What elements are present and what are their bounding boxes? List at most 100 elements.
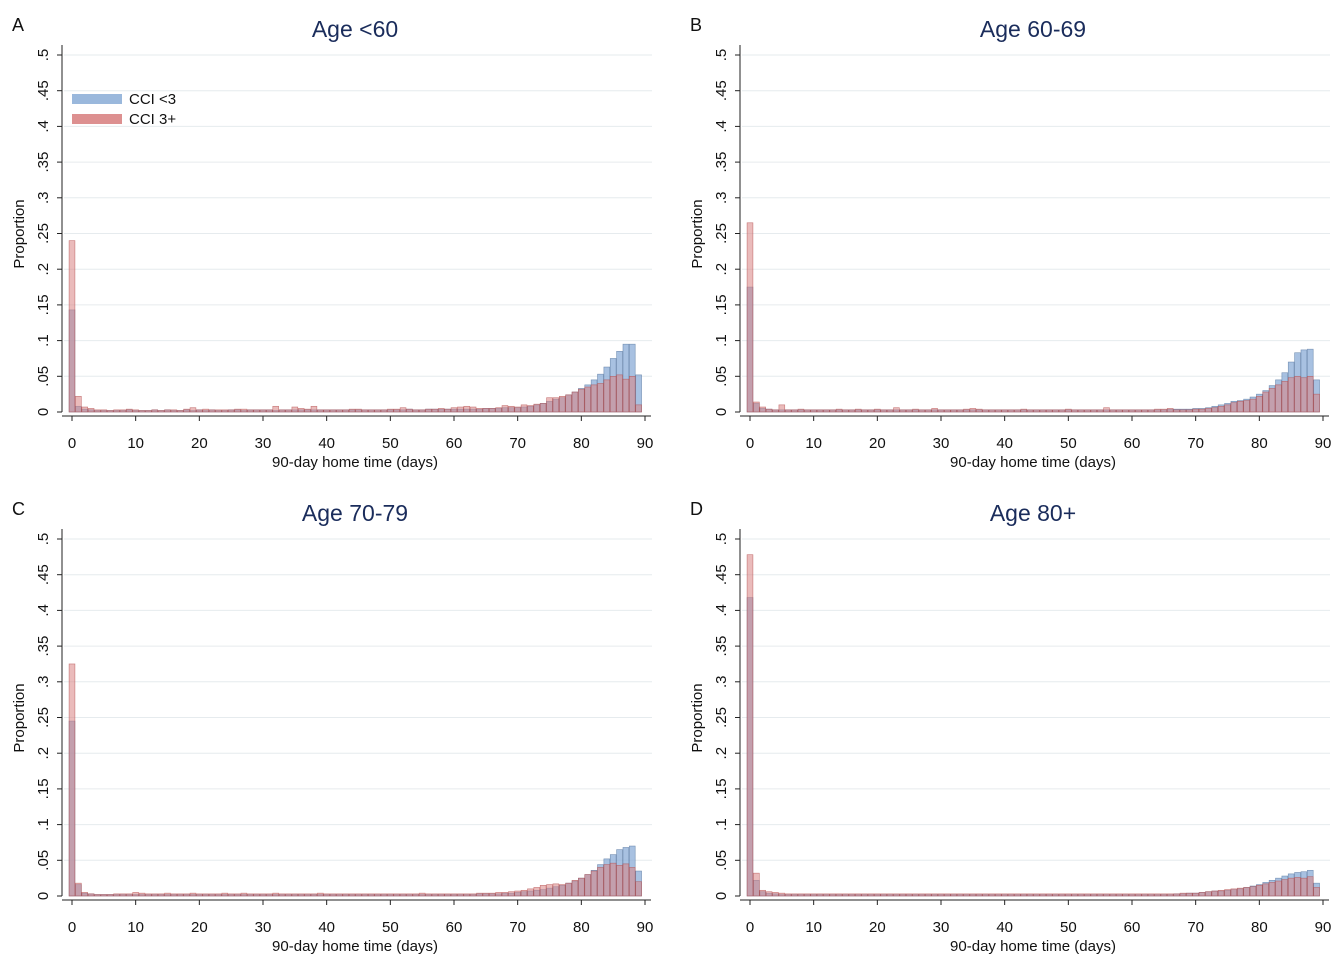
bar-cci-3plus xyxy=(1186,409,1193,413)
bar-cci-3plus xyxy=(893,407,900,413)
bar-cci-3plus xyxy=(1205,408,1212,413)
bar-cci-3plus xyxy=(1211,890,1218,897)
bar-cci-3plus xyxy=(208,409,216,413)
bar-cci-3plus xyxy=(1084,409,1091,413)
x-tick-label: 80 xyxy=(1251,435,1268,452)
y-tick-label: .45 xyxy=(35,80,52,101)
y-tick-label: .5 xyxy=(713,533,730,546)
y-tick-label: .4 xyxy=(713,604,730,617)
bar-cci-3plus xyxy=(609,862,617,897)
bar-cci-3plus xyxy=(861,893,868,897)
bar-cci-3plus xyxy=(425,893,432,897)
bar-cci-3plus xyxy=(1275,384,1282,413)
panel-letter: D xyxy=(690,499,703,519)
bar-cci-3plus xyxy=(1211,407,1218,413)
bar-cci-3plus xyxy=(361,893,369,897)
bar-cci-3plus xyxy=(374,893,381,897)
x-axis-title: 90-day home time (days) xyxy=(950,938,1116,955)
bar-cci-3plus xyxy=(272,405,279,413)
bar-cci-3plus xyxy=(963,893,970,897)
bar-cci-3plus xyxy=(1026,893,1034,897)
bar-cci-3plus xyxy=(937,893,945,897)
bar-cci-3plus xyxy=(784,893,792,897)
bar-cci-3plus xyxy=(1217,889,1225,897)
x-tick-label: 30 xyxy=(933,919,950,936)
bar-cci-3plus xyxy=(1135,893,1142,897)
bar-cci-3plus xyxy=(937,409,945,413)
x-tick-label: 30 xyxy=(255,435,272,452)
y-tick-label: .1 xyxy=(713,818,730,831)
bar-cci-3plus xyxy=(482,892,490,897)
bar-cci-3plus xyxy=(635,881,642,897)
bar-cci-3plus xyxy=(1166,408,1174,413)
bar-cci-3plus xyxy=(1173,893,1180,897)
bar-cci-3plus xyxy=(399,407,407,413)
x-tick-label: 60 xyxy=(1124,435,1141,452)
bar-cci-3plus xyxy=(170,893,178,897)
y-tick-label: 0 xyxy=(35,408,52,416)
panel-a: A Age <60 0 .05 .1 .15 .2 .25 .3 .35 .4 .45 .5 0 10 20 3… xyxy=(11,15,653,471)
bar-cci-3plus xyxy=(234,893,241,897)
bar-cci-3plus xyxy=(259,893,267,897)
x-tick-label: 90 xyxy=(637,919,654,936)
y-tick-label: .3 xyxy=(713,676,730,689)
bar-cci-3plus xyxy=(495,892,502,897)
bar-cci-3plus xyxy=(317,409,324,413)
y-tick-label: .15 xyxy=(713,778,730,799)
bar-cci-3plus xyxy=(1014,409,1021,413)
bar-cci-3plus xyxy=(1243,887,1250,897)
bar-cci-3plus xyxy=(431,893,439,897)
y-tick-label: .25 xyxy=(35,707,52,728)
bar-cci-3plus xyxy=(501,892,509,897)
bar-cci-3plus xyxy=(329,893,337,897)
bar-cci-3plus xyxy=(988,893,996,897)
bar-cci-3plus xyxy=(514,890,521,897)
panel-c: C Age 70-79 0 .05 .1 .15 .2 .25 .3 .35 .4 .45 .5 0 10 2… xyxy=(11,499,653,955)
bar-cci-3plus xyxy=(1141,893,1148,897)
x-tick-label: 70 xyxy=(1187,435,1204,452)
y-tick-label: .25 xyxy=(713,223,730,244)
bar-cci-3plus xyxy=(450,407,458,413)
bar-cci-3plus xyxy=(995,409,1002,413)
y-tick-label: .15 xyxy=(35,294,52,315)
y-tick-label: .45 xyxy=(713,80,730,101)
bar-cci-3plus xyxy=(559,395,566,413)
bar-cci-3plus xyxy=(622,863,630,897)
bar-cci-3plus xyxy=(304,893,311,897)
bar-cci-3plus xyxy=(234,408,241,413)
bar-cci-3plus xyxy=(495,407,502,413)
legend-label: CCI 3+ xyxy=(129,111,176,128)
bar-cci-3plus xyxy=(138,410,146,413)
bar-cci-3plus xyxy=(616,864,623,897)
y-tick-label: .4 xyxy=(713,120,730,133)
bar-cci-3plus xyxy=(905,409,913,413)
y-tick-label: .05 xyxy=(713,850,730,871)
bar-cci-3plus xyxy=(393,408,400,413)
bar-cci-3plus xyxy=(87,408,95,413)
bar-cci-3plus xyxy=(1039,409,1047,413)
bar-cci-3plus xyxy=(1001,409,1008,413)
bar-cci-3plus xyxy=(355,408,362,413)
x-tick-label: 70 xyxy=(509,435,526,452)
y-tick-label: .05 xyxy=(35,850,52,871)
bar-cci-3plus xyxy=(1173,409,1180,413)
bar-cci-3plus xyxy=(151,409,158,413)
bar-cci-3plus xyxy=(1026,409,1034,413)
bar-cci-3plus xyxy=(291,893,299,897)
bar-cci-3plus xyxy=(1007,409,1015,413)
x-tick-label: 80 xyxy=(573,919,590,936)
y-axis-title: Proportion xyxy=(11,683,28,752)
bar-cci-3plus xyxy=(412,893,420,897)
bar-cci-3plus xyxy=(196,893,203,897)
bar-cci-3plus xyxy=(629,867,636,897)
x-tick-label: 50 xyxy=(1060,435,1077,452)
bar-cci-3plus xyxy=(227,893,235,897)
bar-cci-3plus xyxy=(1090,893,1098,897)
bar-cci-3plus xyxy=(215,409,222,413)
bar-cci-3plus xyxy=(1256,395,1263,413)
bar-cci-3plus xyxy=(861,409,868,413)
bar-cci-3plus xyxy=(94,894,101,897)
bar-cci-3plus xyxy=(1154,893,1161,897)
bar-cci-3plus xyxy=(75,882,82,897)
bar-cci-3plus xyxy=(925,409,932,413)
